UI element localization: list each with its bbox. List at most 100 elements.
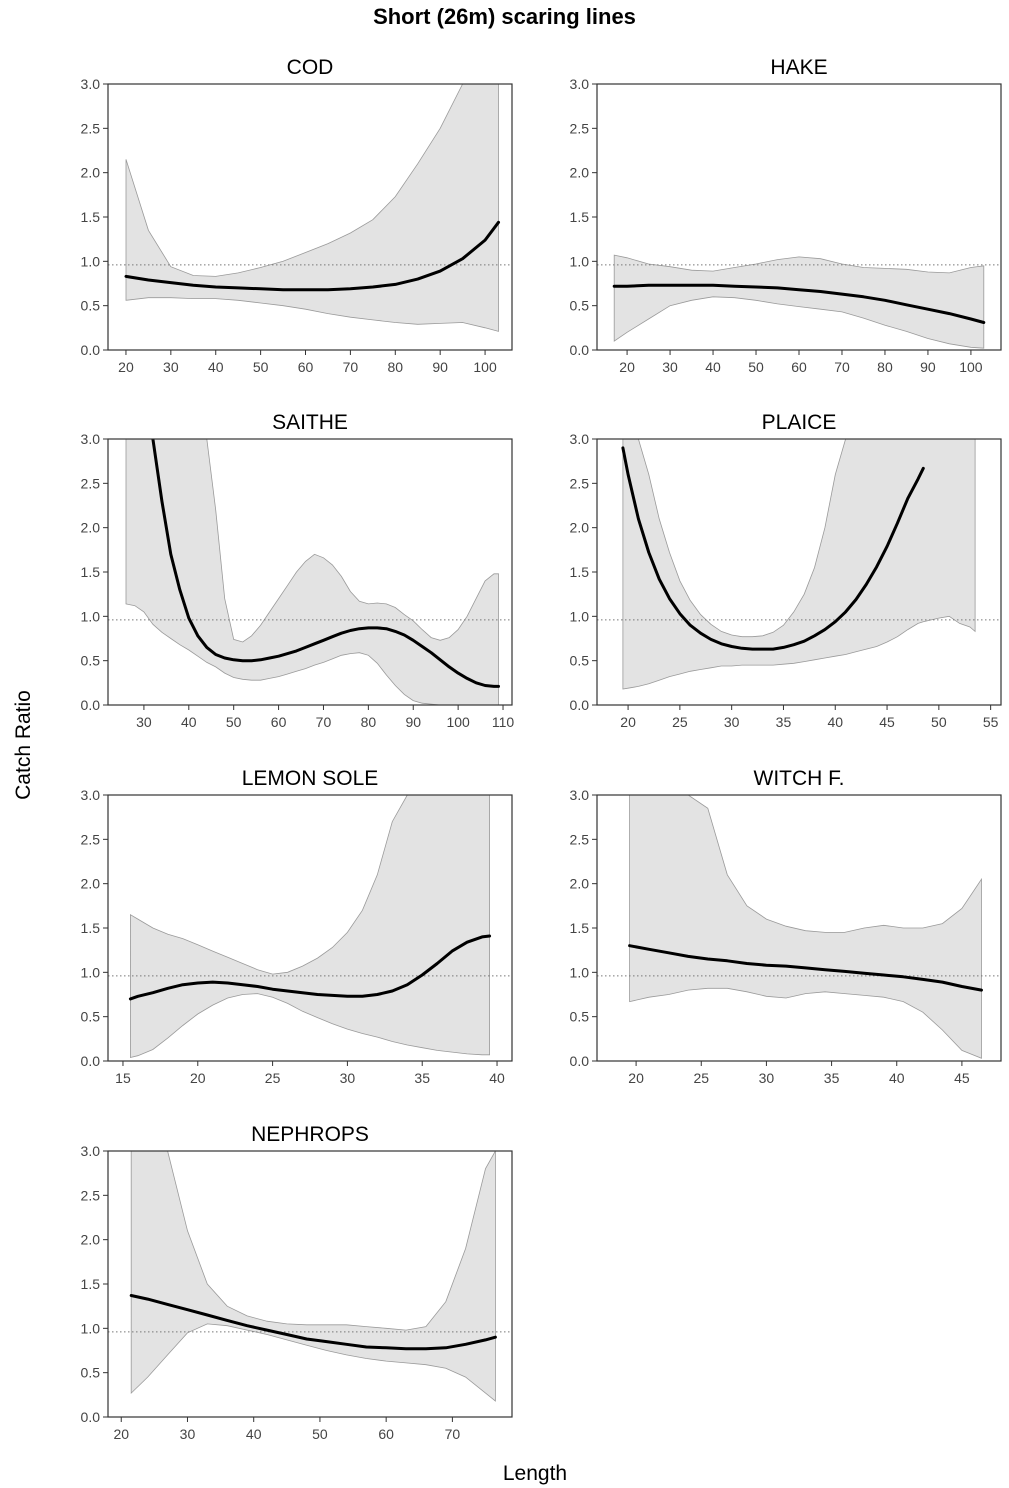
x-tick-label: 35 — [824, 1070, 840, 1086]
x-tick-label: 70 — [834, 359, 850, 375]
y-tick-label: 1.5 — [81, 920, 101, 936]
x-tick-label: 25 — [265, 1070, 281, 1086]
x-tick-label: 40 — [827, 714, 843, 730]
y-tick-label: 0.0 — [81, 342, 101, 358]
x-tick-label: 80 — [877, 359, 893, 375]
y-tick-label: 2.0 — [81, 165, 101, 181]
y-tick-label: 2.5 — [81, 1187, 101, 1203]
x-tick-label: 50 — [253, 359, 269, 375]
x-tick-label: 70 — [445, 1426, 461, 1442]
plot-area — [597, 254, 1001, 349]
x-tick-label: 20 — [190, 1070, 206, 1086]
x-tick-label: 20 — [620, 714, 636, 730]
x-tick-label: 25 — [693, 1070, 709, 1086]
y-tick-label: 2.0 — [81, 876, 101, 892]
y-tick-label: 0.0 — [570, 697, 590, 713]
y-tick-label: 0.5 — [81, 298, 101, 314]
panel-cod: 0.0 0.5 1.0 1.5 2.0 2.5 3.0 20 30 40 50 60 70 80 90 100… — [81, 56, 513, 375]
confidence-band — [622, 439, 976, 690]
y-tick-label: 1.5 — [81, 1276, 101, 1292]
x-tick-label: 15 — [115, 1070, 131, 1086]
chart-title: Short (26m) scaring lines — [373, 4, 636, 29]
x-tick-label: 30 — [759, 1070, 775, 1086]
confidence-band — [613, 254, 985, 349]
x-tick-label: 50 — [748, 359, 764, 375]
x-tick-label: 40 — [208, 359, 224, 375]
y-tick-label: 1.5 — [570, 920, 590, 936]
plot-area — [108, 795, 512, 1059]
x-axis-label: Length — [502, 1462, 568, 1485]
x-tick-label: 20 — [628, 1070, 644, 1086]
y-tick-label: 2.0 — [570, 876, 590, 892]
y-tick-label: 1.0 — [570, 253, 590, 269]
fit-line — [612, 283, 986, 324]
x-tick-label: 70 — [316, 714, 332, 730]
y-tick-label: 2.5 — [81, 831, 101, 847]
y-tick-label: 0.0 — [570, 342, 590, 358]
fit-line — [129, 1294, 497, 1351]
y-tick-label: 0.5 — [81, 1365, 101, 1381]
x-tick-label: 30 — [724, 714, 740, 730]
panel-saithe: 0.0 0.5 1.0 1.5 2.0 2.5 3.0 30 40 50 60 70 80 90 100 11… — [81, 411, 515, 730]
y-tick-label: 1.0 — [570, 608, 590, 624]
plot-area — [108, 439, 512, 705]
confidence-band — [130, 1151, 496, 1402]
fit-line — [124, 220, 500, 292]
y-tick-label: 0.0 — [81, 1409, 101, 1425]
y-tick-label: 0.5 — [570, 298, 590, 314]
y-tick-label: 1.0 — [81, 253, 101, 269]
plot-area — [597, 439, 1001, 690]
x-tick-label: 50 — [931, 714, 947, 730]
x-tick-label: 60 — [298, 359, 314, 375]
panel-title: NEPHROPS — [251, 1123, 369, 1146]
y-tick-label: 0.5 — [570, 1009, 590, 1025]
fit-line — [621, 446, 925, 651]
y-tick-label: 3.0 — [570, 787, 590, 803]
x-tick-label: 90 — [405, 714, 421, 730]
x-tick-label: 30 — [136, 714, 152, 730]
y-tick-label: 3.0 — [570, 76, 590, 92]
panel-lemon-sole: 0.0 0.5 1.0 1.5 2.0 2.5 3.0 15 20 25 30 35 40 LEMON S… — [81, 767, 513, 1086]
y-tick-label: 2.5 — [570, 120, 590, 136]
y-tick-label: 2.5 — [81, 475, 101, 491]
panel-title: PLAICE — [762, 411, 837, 434]
x-tick-label: 90 — [432, 359, 448, 375]
x-tick-label: 55 — [983, 714, 999, 730]
y-tick-label: 0.5 — [81, 653, 101, 669]
x-tick-label: 110 — [492, 714, 515, 730]
y-tick-label: 3.0 — [81, 787, 101, 803]
panel-title: COD — [287, 56, 334, 79]
x-tick-label: 30 — [180, 1426, 196, 1442]
plot-area — [597, 795, 1001, 1059]
x-tick-label: 40 — [889, 1070, 905, 1086]
panel-title: HAKE — [770, 56, 827, 79]
fit-line — [128, 934, 492, 1001]
panel-plaice: 0.0 0.5 1.0 1.5 2.0 2.5 3.0 20 25 30 35 40 45 50 55 PLA… — [570, 411, 1002, 730]
fit-line — [628, 944, 983, 992]
panel-title: LEMON SOLE — [242, 767, 379, 790]
x-tick-label: 100 — [446, 714, 470, 730]
panel-title: WITCH F. — [754, 767, 845, 790]
y-tick-label: 1.5 — [81, 209, 101, 225]
panel-title: SAITHE — [272, 411, 348, 434]
y-tick-label: 1.5 — [570, 564, 590, 580]
x-tick-label: 90 — [920, 359, 936, 375]
x-tick-label: 60 — [791, 359, 807, 375]
y-tick-label: 3.0 — [570, 431, 590, 447]
x-tick-label: 40 — [246, 1426, 262, 1442]
x-tick-label: 30 — [340, 1070, 356, 1086]
y-tick-label: 2.5 — [570, 475, 590, 491]
x-tick-label: 80 — [361, 714, 377, 730]
x-tick-label: 25 — [672, 714, 688, 730]
y-tick-label: 1.0 — [81, 608, 101, 624]
y-tick-label: 3.0 — [81, 1143, 101, 1159]
x-tick-label: 40 — [181, 714, 197, 730]
y-tick-label: 2.0 — [570, 520, 590, 536]
x-tick-label: 50 — [312, 1426, 328, 1442]
y-tick-label: 2.0 — [570, 165, 590, 181]
x-tick-label: 60 — [271, 714, 287, 730]
y-tick-label: 2.0 — [81, 1232, 101, 1248]
y-tick-label: 3.0 — [81, 76, 101, 92]
panel-witch-f: 0.0 0.5 1.0 1.5 2.0 2.5 3.0 20 25 30 35 40 45 WITCH F… — [570, 767, 1002, 1086]
y-tick-label: 0.0 — [81, 697, 101, 713]
